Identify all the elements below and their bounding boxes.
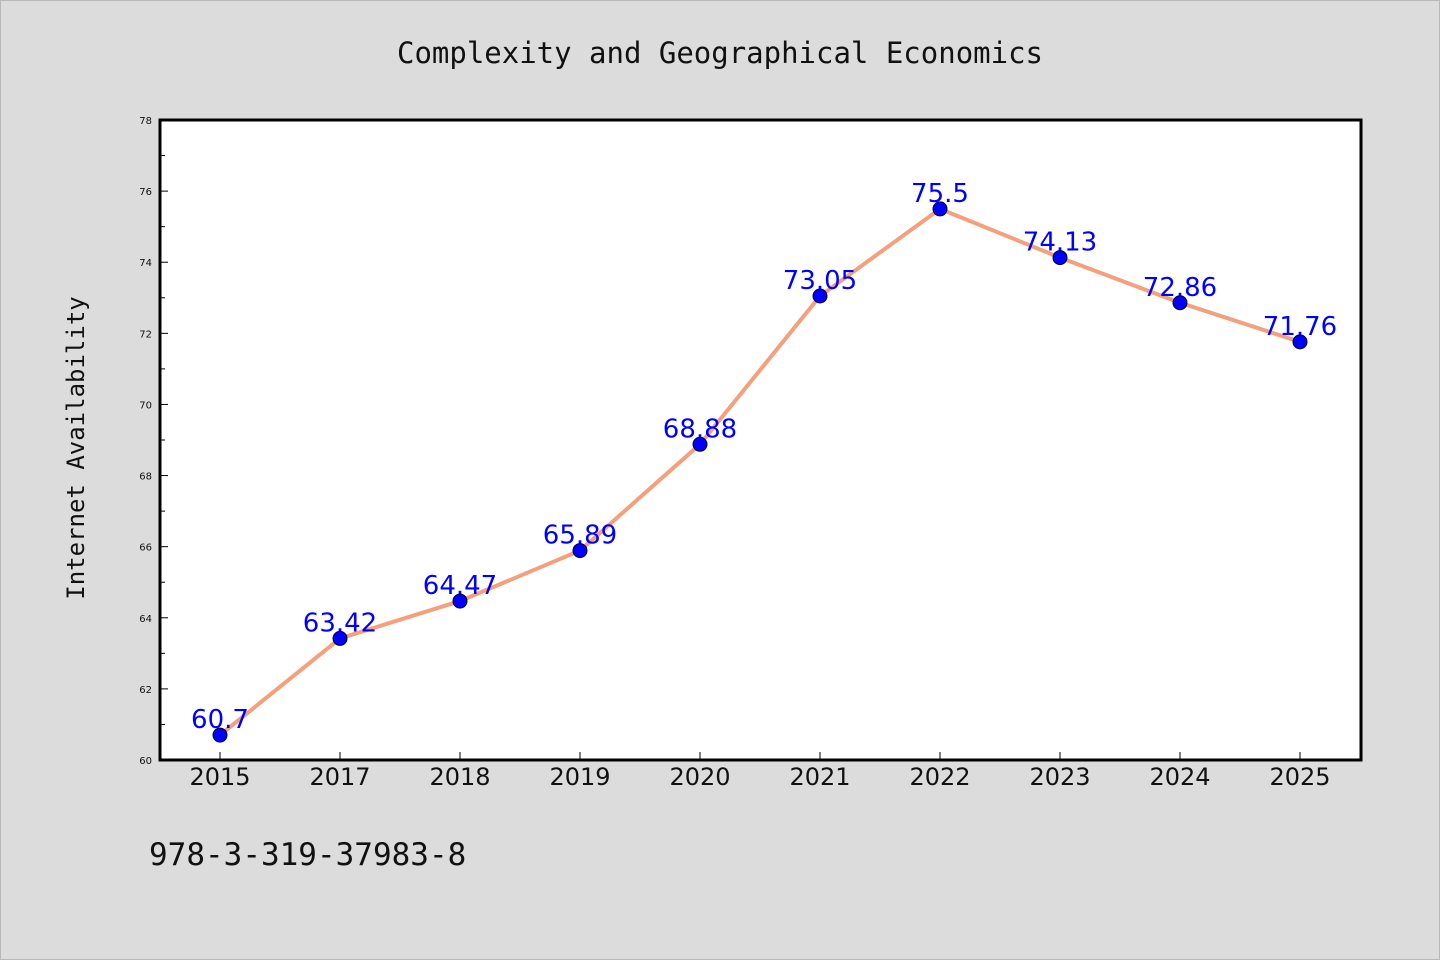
data-point-marker bbox=[212, 727, 228, 743]
data-point-marker bbox=[572, 543, 588, 559]
x-tick-label: 2017 bbox=[309, 763, 370, 791]
x-tick-label: 2022 bbox=[909, 763, 970, 791]
chart-title: Complexity and Geographical Economics bbox=[397, 36, 1043, 70]
y-tick-label: 74 bbox=[139, 258, 152, 269]
x-tick-label: 2019 bbox=[549, 763, 610, 791]
y-tick-label: 78 bbox=[139, 116, 152, 127]
plot-area bbox=[160, 120, 1361, 760]
data-point-marker bbox=[1052, 250, 1068, 266]
data-label-group: 60.7 63.42 64.47 65.89 68.88 73.05 75.5 74.13 72… bbox=[191, 179, 1337, 735]
data-point-marker bbox=[812, 288, 828, 304]
data-label: 75.5 bbox=[911, 179, 969, 209]
data-point-marker bbox=[1292, 334, 1308, 350]
y-tick-label: 72 bbox=[139, 329, 152, 340]
x-tick-label: 2021 bbox=[789, 763, 850, 791]
data-point-marker bbox=[692, 436, 708, 452]
y-tick-label: 66 bbox=[139, 543, 152, 554]
x-axis-ticks: 2015 2017 2018 2019 2020 2021 2022 2023 2024 2025 bbox=[189, 752, 1331, 791]
x-tick-label: 2018 bbox=[429, 763, 490, 791]
series-line-group bbox=[218, 206, 1302, 738]
data-label: 60.7 bbox=[191, 705, 249, 735]
series-line bbox=[218, 206, 1302, 738]
y-tick-label: 62 bbox=[139, 685, 152, 696]
data-label: 74.13 bbox=[1023, 228, 1097, 258]
y-tick-label: 60 bbox=[139, 756, 152, 767]
data-point-marker bbox=[932, 201, 948, 217]
data-point-marker bbox=[332, 630, 348, 646]
x-tick-label: 2015 bbox=[189, 763, 250, 791]
data-label: 73.05 bbox=[783, 266, 857, 296]
data-label: 65.89 bbox=[543, 521, 617, 551]
data-label: 63.42 bbox=[303, 608, 377, 638]
y-tick-label: 64 bbox=[139, 614, 152, 625]
footnote-isbn: 978-3-319-37983-8 bbox=[149, 837, 466, 873]
data-label: 71.76 bbox=[1263, 312, 1337, 342]
data-point-marker bbox=[1172, 295, 1188, 311]
x-tick-label: 2020 bbox=[669, 763, 730, 791]
y-tick-label: 76 bbox=[139, 187, 152, 198]
x-tick-label: 2024 bbox=[1149, 763, 1210, 791]
y-tick-label: 70 bbox=[139, 400, 152, 411]
x-tick-label: 2023 bbox=[1029, 763, 1090, 791]
data-label: 64.47 bbox=[423, 571, 497, 601]
data-label: 72.86 bbox=[1143, 273, 1217, 303]
marker-group bbox=[212, 201, 1308, 743]
x-tick-label: 2025 bbox=[1269, 763, 1330, 791]
data-point-marker bbox=[452, 593, 468, 609]
plot-border bbox=[158, 118, 1363, 762]
y-axis-label: Internet Availability bbox=[62, 296, 90, 599]
data-label: 68.88 bbox=[663, 414, 737, 444]
y-tick-label: 68 bbox=[139, 472, 152, 483]
